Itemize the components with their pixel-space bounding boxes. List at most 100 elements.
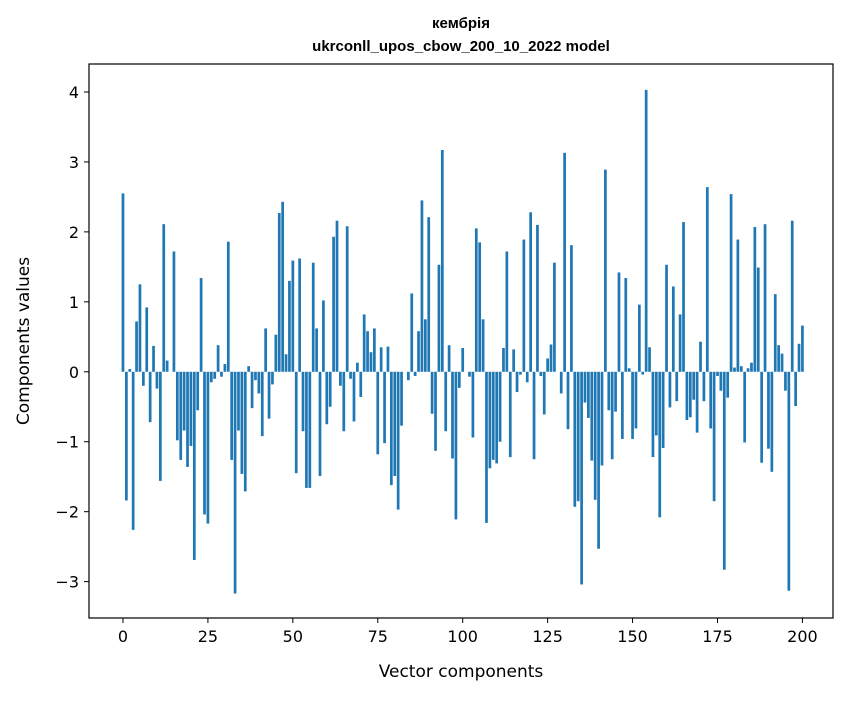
bar-77 <box>383 372 386 443</box>
bar-130 <box>563 153 566 372</box>
bar-125 <box>546 358 549 371</box>
bar-17 <box>179 372 182 460</box>
bar-37 <box>247 366 250 372</box>
bar-4 <box>135 321 138 371</box>
bar-24 <box>203 372 206 515</box>
bar-30 <box>224 364 227 372</box>
bar-171 <box>703 372 706 401</box>
bar-187 <box>757 268 760 372</box>
bar-116 <box>516 372 519 392</box>
bar-85 <box>410 293 413 371</box>
bar-94 <box>441 150 444 372</box>
bar-164 <box>679 314 682 371</box>
bar-133 <box>573 372 576 507</box>
bar-147 <box>621 372 624 439</box>
bar-172 <box>706 187 709 372</box>
y-tick-label: 2 <box>69 223 79 242</box>
bar-131 <box>567 372 570 429</box>
bar-197 <box>791 221 794 372</box>
bar-27 <box>213 372 216 379</box>
bar-118 <box>522 240 525 372</box>
bar-190 <box>767 372 770 449</box>
bar-91 <box>431 372 434 414</box>
bar-121 <box>533 372 536 459</box>
y-tick-label: 0 <box>69 363 79 382</box>
bar-119 <box>526 372 529 382</box>
bar-145 <box>614 372 617 412</box>
bar-98 <box>455 372 458 520</box>
bar-19 <box>186 372 189 467</box>
bar-56 <box>312 263 315 372</box>
bar-32 <box>230 372 233 460</box>
x-axis-label: Vector components <box>379 662 544 682</box>
bar-72 <box>366 331 369 372</box>
x-tick-label: 75 <box>368 627 388 646</box>
bar-184 <box>747 368 750 371</box>
bar-114 <box>509 372 512 457</box>
bar-6 <box>142 372 145 386</box>
y-tick-label: −3 <box>55 573 79 592</box>
bar-47 <box>281 202 284 372</box>
y-tick-label: 3 <box>69 153 79 172</box>
x-tick-label: 200 <box>787 627 818 646</box>
bar-141 <box>601 372 604 466</box>
bar-160 <box>665 265 668 372</box>
y-tick-label: 1 <box>69 293 79 312</box>
bar-113 <box>506 251 509 371</box>
bar-66 <box>346 226 349 371</box>
bar-59 <box>322 300 325 371</box>
bar-33 <box>234 372 237 594</box>
bar-168 <box>692 372 695 400</box>
bar-104 <box>475 228 478 371</box>
bar-159 <box>662 372 665 448</box>
bar-76 <box>380 347 383 371</box>
bar-42 <box>264 328 267 371</box>
bar-40 <box>258 372 261 394</box>
bar-146 <box>618 272 621 371</box>
bar-44 <box>271 372 274 385</box>
bar-134 <box>577 372 580 501</box>
bar-63 <box>336 221 339 372</box>
bar-23 <box>200 278 203 372</box>
bar-117 <box>519 372 522 375</box>
x-tick-label: 50 <box>283 627 303 646</box>
bar-93 <box>438 265 441 372</box>
bar-80 <box>393 372 396 476</box>
bar-64 <box>339 372 342 386</box>
bar-152 <box>638 305 641 372</box>
bar-142 <box>604 170 607 372</box>
bar-26 <box>210 372 213 382</box>
bar-198 <box>794 372 797 406</box>
x-tick-label: 0 <box>118 627 128 646</box>
bar-122 <box>536 225 539 372</box>
x-tick-label: 25 <box>198 627 218 646</box>
bar-31 <box>227 242 230 372</box>
bar-0 <box>122 193 125 371</box>
bar-88 <box>421 200 424 371</box>
bar-48 <box>285 354 288 371</box>
x-tick-label: 175 <box>702 627 733 646</box>
bar-193 <box>777 345 780 372</box>
bar-65 <box>342 372 345 431</box>
bar-127 <box>553 263 556 372</box>
bar-189 <box>764 224 767 372</box>
bar-28 <box>217 345 220 372</box>
y-axis-label: Components values <box>14 257 34 425</box>
bar-71 <box>363 314 366 371</box>
bar-175 <box>716 372 719 376</box>
bar-9 <box>152 346 155 372</box>
bar-173 <box>709 372 712 429</box>
bar-151 <box>635 372 638 429</box>
bar-140 <box>597 372 600 549</box>
bar-144 <box>611 372 614 459</box>
bar-60 <box>325 372 328 424</box>
bar-170 <box>699 342 702 372</box>
y-tick-label: −2 <box>55 503 79 522</box>
bar-21 <box>193 372 196 560</box>
bar-174 <box>713 372 716 501</box>
bar-107 <box>485 372 488 523</box>
bar-55 <box>308 372 311 488</box>
bar-135 <box>580 372 583 585</box>
